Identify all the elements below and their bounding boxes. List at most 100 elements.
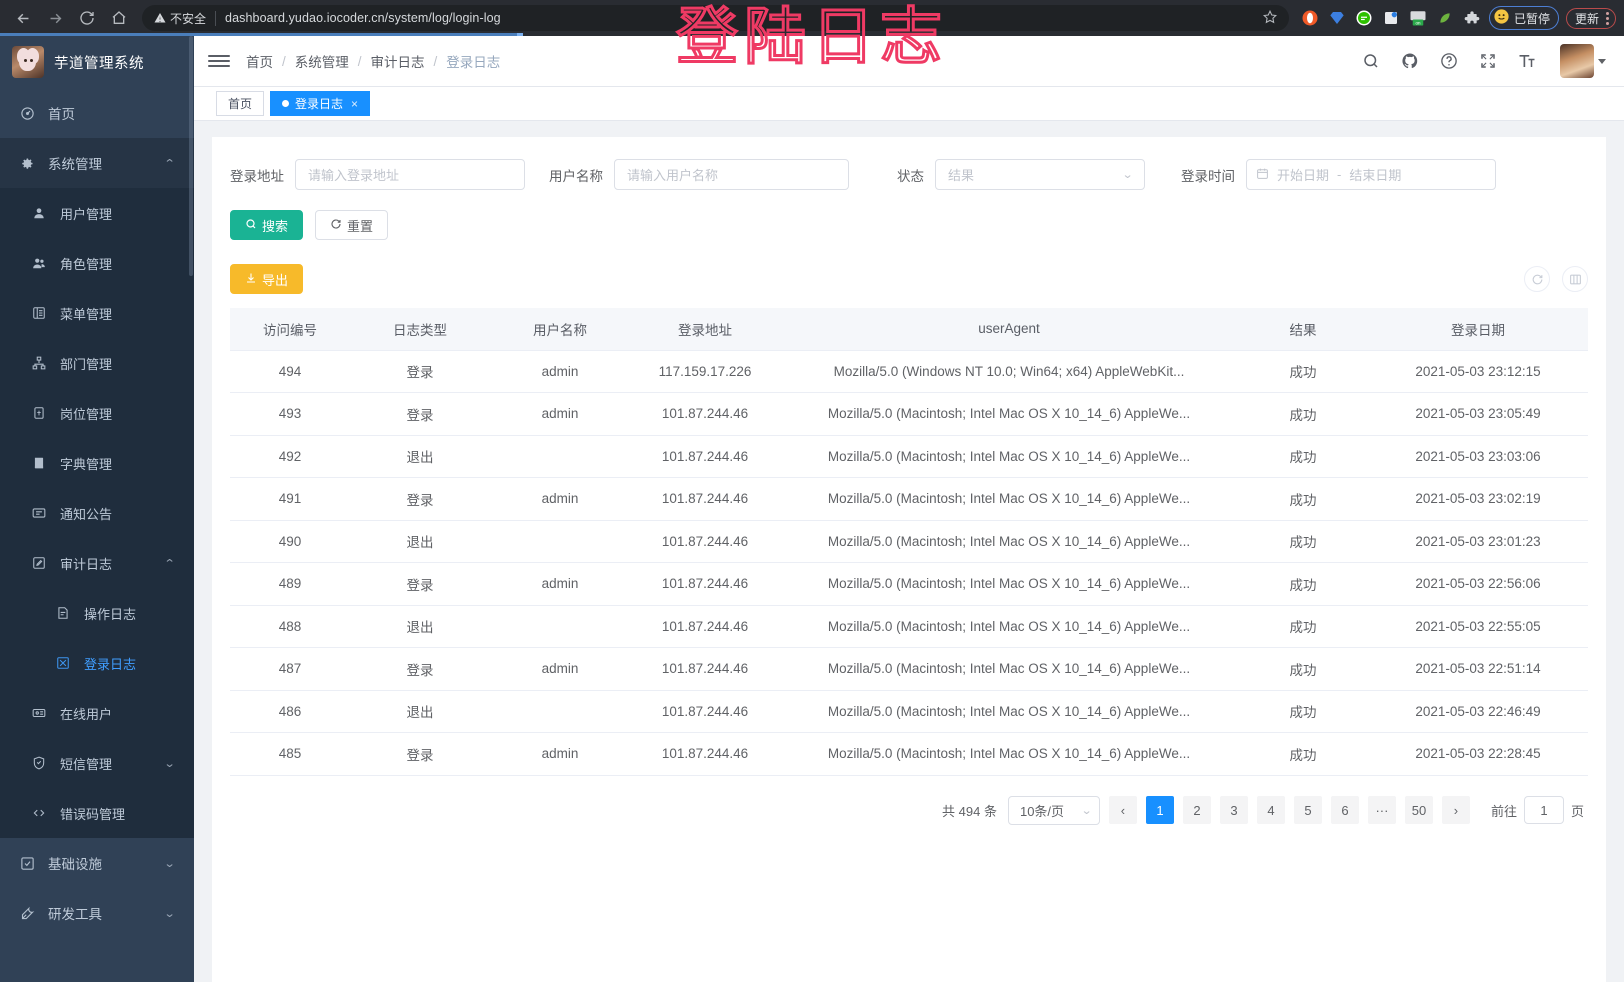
pagination-page[interactable]: 1 bbox=[1145, 796, 1174, 824]
cell-user: admin bbox=[490, 350, 630, 393]
reset-button[interactable]: 重置 bbox=[315, 210, 389, 240]
sidebar-submenu-system: 用户管理 角色管理 菜单管理 部门管理 bbox=[0, 188, 194, 838]
close-icon[interactable]: × bbox=[351, 96, 359, 111]
github-icon[interactable] bbox=[1400, 51, 1420, 71]
login-address-input[interactable]: 请输入登录地址 bbox=[295, 159, 525, 190]
field-label: 登录时间 bbox=[1181, 168, 1235, 184]
sidebar-item-home[interactable]: 首页 bbox=[0, 88, 194, 138]
table-header-row: 访问编号 日志类型 用户名称 登录地址 userAgent 结果 登录日期 bbox=[230, 308, 1588, 351]
notes-extension-icon[interactable] bbox=[1381, 8, 1401, 28]
sidebar-item-post-mgmt[interactable]: 岗位管理 bbox=[0, 388, 194, 438]
search-icon[interactable] bbox=[1361, 51, 1381, 71]
pagination-page[interactable]: 3 bbox=[1219, 796, 1248, 824]
bookmark-star-icon[interactable] bbox=[1262, 9, 1277, 27]
breadcrumb-item-home[interactable]: 首页 bbox=[246, 55, 273, 70]
wechat-extension-icon[interactable] bbox=[1354, 8, 1374, 28]
sidebar-item-notice[interactable]: 通知公告 bbox=[0, 488, 194, 538]
sidebar-item-dict-mgmt[interactable]: 字典管理 bbox=[0, 438, 194, 488]
security-warning: 不安全 bbox=[154, 10, 206, 27]
table-row[interactable]: 491 登录 admin 101.87.244.46 Mozilla/5.0 (Maci… bbox=[230, 477, 1588, 521]
breadcrumb-item-system[interactable]: 系统管理 bbox=[294, 55, 349, 70]
table-row[interactable]: 488 退出 101.87.244.46 Mozilla/5.0 (Macintosh… bbox=[230, 605, 1588, 648]
avatar[interactable] bbox=[1560, 44, 1594, 78]
opera-extension-icon[interactable] bbox=[1300, 8, 1320, 28]
sidebar-scrollbar-thumb[interactable] bbox=[189, 36, 193, 276]
sidebar-item-sms-mgmt[interactable]: 短信管理 ⌄ bbox=[0, 738, 194, 788]
sidebar-item-label: 菜单管理 bbox=[60, 306, 113, 322]
table-row[interactable]: 493 登录 admin 101.87.244.46 Mozilla/5.0 (Maci… bbox=[230, 392, 1588, 436]
leaf-extension-icon[interactable] bbox=[1435, 8, 1455, 28]
column-settings-icon[interactable] bbox=[1562, 266, 1588, 292]
table-row[interactable]: 487 登录 admin 101.87.244.46 Mozilla/5.0 (Maci… bbox=[230, 647, 1588, 691]
jump-input[interactable]: 1 bbox=[1523, 796, 1564, 824]
sidebar-item-login-log[interactable]: 登录日志 bbox=[0, 638, 194, 688]
avatar-menu[interactable] bbox=[1560, 44, 1606, 78]
home-icon[interactable] bbox=[104, 3, 134, 33]
tab-home[interactable]: 首页 bbox=[216, 91, 265, 116]
forward-arrow-icon[interactable] bbox=[40, 3, 70, 33]
breadcrumb-item-audit[interactable]: 审计日志 bbox=[370, 55, 425, 70]
puzzle-extension-icon[interactable] bbox=[1462, 8, 1482, 28]
pagination-page[interactable]: 4 bbox=[1256, 796, 1285, 824]
sidebar-item-label: 字典管理 bbox=[60, 456, 113, 472]
help-icon[interactable] bbox=[1439, 51, 1459, 71]
username-input[interactable]: 请输入用户名称 bbox=[614, 159, 849, 190]
sidebar-item-user-mgmt[interactable]: 用户管理 bbox=[0, 188, 194, 238]
sidebar-item-dev-tools[interactable]: 研发工具 ⌄ bbox=[0, 888, 194, 938]
browser-menu-icon[interactable] bbox=[1603, 11, 1612, 25]
font-size-icon[interactable] bbox=[1517, 51, 1537, 71]
pagination-page[interactable]: 6 bbox=[1330, 796, 1359, 824]
login-time-daterange[interactable]: 开始日期 - 结束日期 bbox=[1246, 159, 1496, 190]
sidebar-item-label: 部门管理 bbox=[60, 356, 113, 372]
table-row[interactable]: 494 登录 admin 117.159.17.226 Mozilla/5.0 (Win… bbox=[230, 350, 1588, 393]
fullscreen-icon[interactable] bbox=[1478, 51, 1498, 71]
table-head: 访问编号 日志类型 用户名称 登录地址 userAgent 结果 登录日期 bbox=[230, 308, 1588, 351]
sidebar-item-role-mgmt[interactable]: 角色管理 bbox=[0, 238, 194, 288]
table-row[interactable]: 486 退出 101.87.244.46 Mozilla/5.0 (Macintosh… bbox=[230, 690, 1588, 733]
breadcrumb-separator: / bbox=[433, 53, 438, 69]
edit-note-icon bbox=[32, 556, 54, 570]
sidebar-scrollbar[interactable] bbox=[188, 36, 194, 982]
sidebar-item-dept-mgmt[interactable]: 部门管理 bbox=[0, 338, 194, 388]
table-row[interactable]: 492 退出 101.87.244.46 Mozilla/5.0 (Macintosh… bbox=[230, 435, 1588, 478]
cell-result: 成功 bbox=[1238, 477, 1368, 521]
sidebar-item-audit-log[interactable]: 审计日志 ⌃ bbox=[0, 538, 194, 588]
search-button[interactable]: 搜索 bbox=[230, 210, 304, 240]
sidebar-item-label: 操作日志 bbox=[84, 606, 137, 622]
chevron-down-icon[interactable] bbox=[1598, 58, 1606, 64]
paused-badge[interactable]: 已暂停 bbox=[1488, 6, 1559, 30]
reload-icon[interactable] bbox=[72, 3, 102, 33]
sidebar-item-system[interactable]: 系统管理 ⌃ bbox=[0, 138, 194, 188]
sidebar-item-label: 通知公告 bbox=[60, 506, 113, 522]
diamond-extension-icon[interactable] bbox=[1327, 8, 1347, 28]
cell-date: 2021-05-03 23:05:49 bbox=[1368, 392, 1588, 436]
sidebar-item-online-user[interactable]: 在线用户 bbox=[0, 688, 194, 738]
hamburger-icon[interactable] bbox=[208, 55, 230, 67]
sidebar-item-label: 在线用户 bbox=[60, 706, 113, 722]
tab-login-log[interactable]: 登录日志 × bbox=[270, 91, 371, 116]
table-row[interactable]: 490 退出 101.87.244.46 Mozilla/5.0 (Macintosh… bbox=[230, 520, 1588, 563]
page-size-select[interactable]: 10条/页 ⌄ bbox=[1007, 795, 1100, 825]
back-arrow-icon[interactable] bbox=[8, 3, 38, 33]
update-button[interactable]: 更新 bbox=[1565, 7, 1616, 29]
export-button[interactable]: 导出 bbox=[230, 264, 304, 294]
refresh-circle-icon[interactable] bbox=[1524, 266, 1550, 292]
table-row[interactable]: 485 登录 admin 101.87.244.46 Mozilla/5.0 (Maci… bbox=[230, 732, 1588, 776]
pagination-page[interactable]: 2 bbox=[1182, 796, 1211, 824]
sidebar-item-menu-mgmt[interactable]: 菜单管理 bbox=[0, 288, 194, 338]
translate-extension-icon[interactable]: on bbox=[1408, 8, 1428, 28]
address-bar[interactable]: 不安全 dashboard.yudao.iocoder.cn/system/lo… bbox=[142, 5, 1289, 31]
pagination-prev[interactable]: ‹ bbox=[1108, 796, 1137, 824]
status-select[interactable]: 结果 ⌄ bbox=[935, 159, 1145, 190]
sidebar-item-error-code[interactable]: 错误码管理 bbox=[0, 788, 194, 838]
table-row[interactable]: 489 登录 admin 101.87.244.46 Mozilla/5.0 (Maci… bbox=[230, 562, 1588, 606]
brand[interactable]: 芋道管理系统 bbox=[0, 36, 194, 88]
pagination-page[interactable]: 50 bbox=[1404, 796, 1433, 824]
pagination-page[interactable]: 5 bbox=[1293, 796, 1322, 824]
field-status: 状态 结果 ⌄ bbox=[897, 159, 1145, 190]
pagination-next[interactable]: › bbox=[1441, 796, 1470, 824]
pagination-ellipsis[interactable]: ··· bbox=[1367, 796, 1396, 824]
sidebar-item-infra[interactable]: 基础设施 ⌄ bbox=[0, 838, 194, 888]
sidebar-item-operation-log[interactable]: 操作日志 bbox=[0, 588, 194, 638]
reset-button-label: 重置 bbox=[347, 218, 374, 234]
